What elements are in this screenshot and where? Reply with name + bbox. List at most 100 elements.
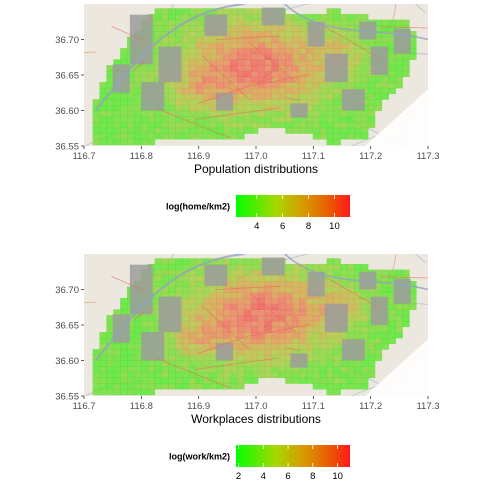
density-cell xyxy=(127,332,135,339)
density-cell xyxy=(271,25,279,32)
density-cell xyxy=(195,258,204,265)
density-cell xyxy=(133,343,142,350)
no-data-block xyxy=(290,103,308,118)
density-cell xyxy=(250,53,259,60)
density-cell xyxy=(161,263,169,271)
density-cell xyxy=(395,19,403,26)
density-cell xyxy=(161,116,169,123)
density-cell xyxy=(113,354,121,362)
density-cell xyxy=(402,19,410,26)
density-cell xyxy=(120,93,128,100)
density-cell xyxy=(319,332,328,339)
density-cell xyxy=(113,116,121,123)
density-cell xyxy=(381,82,390,89)
density-cell xyxy=(326,8,334,15)
density-cell xyxy=(147,65,156,72)
density-cell xyxy=(319,99,328,106)
density-cell xyxy=(182,315,190,322)
density-cell xyxy=(120,104,128,112)
density-cell xyxy=(333,269,341,276)
density-cell xyxy=(340,13,348,21)
density-cell xyxy=(388,59,396,66)
density-cell xyxy=(168,377,176,384)
density-cell xyxy=(209,133,218,140)
density-cell xyxy=(250,371,259,379)
density-cell xyxy=(154,25,162,32)
density-cell xyxy=(278,315,286,322)
density-cell xyxy=(175,360,183,367)
density-cell xyxy=(312,263,321,271)
density-cell xyxy=(250,127,259,134)
density-cell xyxy=(202,59,211,66)
legend-tick-label: 10 xyxy=(332,471,343,482)
density-cell xyxy=(340,332,348,339)
density-cell xyxy=(188,19,197,26)
density-cell xyxy=(188,59,197,66)
density-cell xyxy=(367,371,376,379)
density-cell xyxy=(292,13,300,21)
density-cell xyxy=(243,371,252,379)
density-cell xyxy=(154,366,162,373)
density-cell xyxy=(312,87,321,95)
no-data-block xyxy=(158,296,182,333)
density-cell xyxy=(154,30,162,38)
density-cell xyxy=(305,93,314,100)
density-cell xyxy=(182,104,190,112)
density-cell xyxy=(374,82,383,89)
density-cell xyxy=(113,110,121,117)
density-cell xyxy=(161,332,169,339)
density-cell xyxy=(305,263,314,271)
density-cell xyxy=(195,275,204,282)
density-cell xyxy=(292,116,300,123)
density-cell xyxy=(243,70,252,78)
density-cell xyxy=(354,65,362,72)
no-data-block xyxy=(290,353,308,368)
density-cell xyxy=(106,377,114,384)
density-cell xyxy=(264,343,273,350)
density-cell xyxy=(395,275,403,282)
density-cell xyxy=(230,371,238,379)
density-cell xyxy=(264,53,273,60)
density-cell xyxy=(292,30,300,38)
density-cell xyxy=(285,326,293,333)
density-cell xyxy=(292,269,300,276)
density-cell xyxy=(154,360,162,367)
density-cell xyxy=(202,127,211,134)
density-cell xyxy=(326,138,334,146)
density-cell xyxy=(230,53,238,60)
density-cell xyxy=(161,349,169,356)
density-cell xyxy=(175,292,183,299)
density-cell xyxy=(340,366,348,373)
density-cell xyxy=(168,13,176,21)
density-cell xyxy=(154,110,162,117)
density-cell xyxy=(257,110,266,117)
density-cell xyxy=(395,269,403,276)
density-cell xyxy=(168,36,176,43)
density-cell xyxy=(147,133,156,140)
density-cell xyxy=(209,121,218,129)
density-cell xyxy=(257,121,266,129)
density-cell xyxy=(271,337,279,345)
no-data-block xyxy=(324,303,348,333)
density-cell xyxy=(243,377,252,384)
density-cell xyxy=(388,36,396,43)
density-cell xyxy=(374,343,383,350)
density-cell xyxy=(188,25,197,32)
density-cell xyxy=(154,275,162,282)
density-cell xyxy=(354,133,362,140)
density-cell xyxy=(195,298,204,305)
density-cell xyxy=(182,292,190,299)
density-cell xyxy=(209,354,218,362)
density-cell xyxy=(285,121,293,129)
density-cell xyxy=(250,354,259,362)
density-cell xyxy=(305,360,314,367)
density-cell xyxy=(278,48,286,55)
density-cell xyxy=(326,93,334,100)
density-cell xyxy=(202,42,211,49)
density-cell xyxy=(402,59,410,66)
density-cell xyxy=(113,309,121,316)
y-tick-label: 36.55 xyxy=(55,392,79,403)
density-cell xyxy=(140,133,149,140)
density-cell xyxy=(230,99,238,106)
density-cell xyxy=(209,65,218,72)
